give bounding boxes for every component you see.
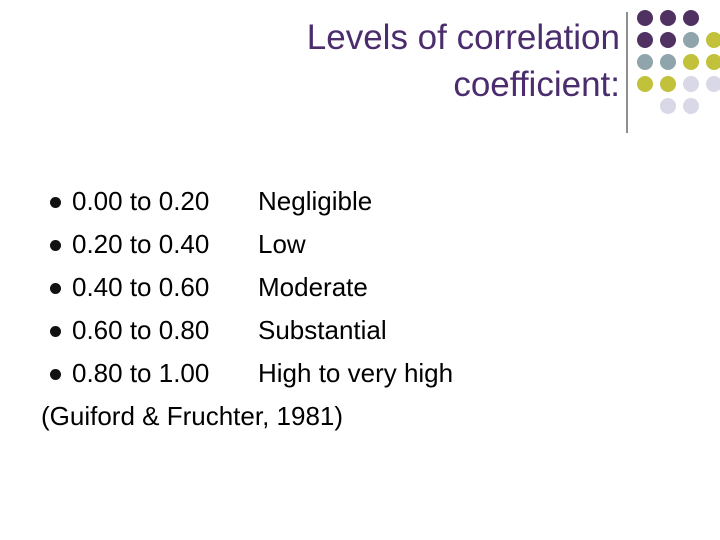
- title-line: Levels of correlation: [306, 18, 620, 57]
- level-text: Substantial: [258, 315, 387, 345]
- bullet: [50, 240, 61, 251]
- level-text: Low: [258, 229, 306, 259]
- range-text: 0.40 to 0.60: [72, 272, 210, 302]
- bullet: [50, 283, 61, 294]
- dot-grid: [637, 10, 720, 114]
- bullet: [50, 326, 61, 337]
- level-text: Moderate: [258, 272, 368, 302]
- bullet: [50, 197, 61, 208]
- range-text: 0.00 to 0.20: [72, 186, 210, 216]
- slide-title: Levels of correlation coefficient:: [307, 14, 620, 108]
- decoration: [626, 10, 720, 133]
- level-text: High to very high: [258, 358, 454, 388]
- range-text: 0.80 to 1.00: [72, 358, 210, 388]
- citation: (Guiford & Fruchter, 1981): [41, 401, 344, 431]
- range-text: 0.60 to 0.80: [72, 315, 210, 345]
- range-text: 0.20 to 0.40: [72, 229, 210, 259]
- title-line: coefficient:: [453, 65, 620, 104]
- level-text: Negligible: [258, 186, 373, 216]
- bullet: [50, 369, 61, 380]
